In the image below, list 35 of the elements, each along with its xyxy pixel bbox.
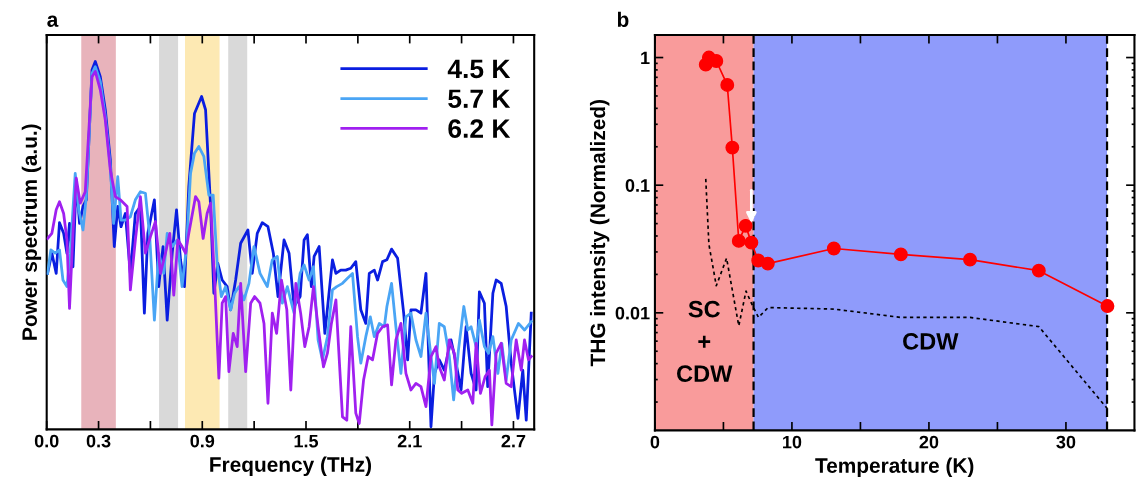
x-tick-label: 1.5 bbox=[294, 434, 319, 448]
point bbox=[760, 256, 775, 271]
x-axis-title: Temperature (K) bbox=[815, 457, 974, 478]
y-axis-title: Power spectrum (a.u.) bbox=[21, 124, 42, 340]
point bbox=[738, 218, 753, 233]
point bbox=[893, 247, 908, 262]
point bbox=[1031, 263, 1046, 278]
point bbox=[1100, 299, 1115, 313]
x-tick-label: 10 bbox=[783, 435, 802, 449]
x-tick-label: 2.1 bbox=[397, 434, 422, 448]
point bbox=[725, 140, 740, 155]
legend-label: 4.5 K bbox=[447, 59, 511, 79]
y-tick-label: 0.1 bbox=[625, 179, 650, 192]
point bbox=[744, 235, 759, 250]
band-label: SC + CDW bbox=[677, 300, 733, 383]
chart-title: b bbox=[617, 11, 629, 27]
point bbox=[731, 233, 746, 248]
y-axis-title: THG intensity (Normalized) bbox=[589, 100, 610, 367]
x-tick-label: 0.3 bbox=[86, 434, 111, 448]
x-tick-label: 0.0 bbox=[34, 434, 59, 448]
legend-label: 6.2 K bbox=[448, 119, 511, 138]
band-label: CDW bbox=[903, 333, 959, 350]
point bbox=[826, 241, 841, 256]
y-tick-label: 0.01 bbox=[615, 306, 650, 320]
x-tick-label: 30 bbox=[1056, 435, 1076, 449]
x-tick-label: 2.7 bbox=[501, 434, 526, 448]
x-tick-label: 20 bbox=[919, 435, 939, 449]
point bbox=[963, 252, 977, 267]
x-tick-label: 0.9 bbox=[190, 434, 215, 448]
chart-title: a bbox=[47, 15, 59, 27]
x-tick-label: 0 bbox=[650, 435, 660, 449]
point bbox=[720, 78, 735, 92]
y-tick-label: 1 bbox=[641, 51, 650, 65]
x-axis-title: Frequency (THz) bbox=[210, 456, 372, 477]
legend-label: 5.7 K bbox=[448, 89, 511, 109]
